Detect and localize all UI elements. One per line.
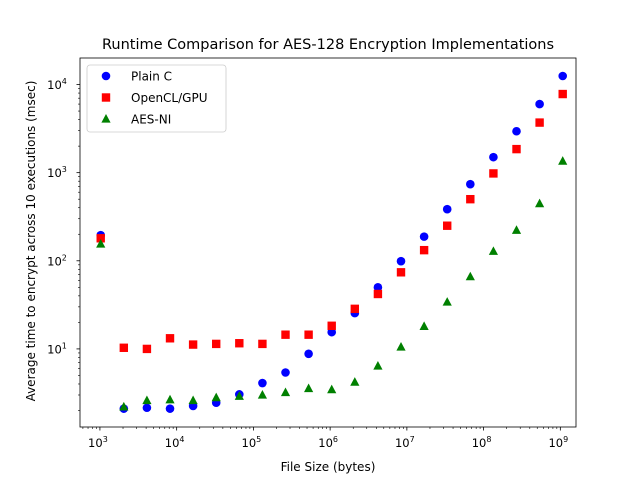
data-point-aes-ni — [488, 246, 499, 255]
data-point-aes-ni — [373, 360, 383, 370]
data-point-aes-ni — [419, 321, 429, 331]
data-point-aes-ni — [304, 383, 314, 393]
data-point-plain-c — [558, 71, 568, 81]
y-tick-label: 101 — [47, 341, 67, 356]
data-point-aes-ni — [511, 225, 522, 234]
data-point-plain-c — [165, 404, 175, 413]
data-point-opencl-gpu — [558, 89, 567, 99]
data-point-opencl-gpu — [396, 268, 406, 277]
legend-label: OpenCL/GPU — [131, 91, 207, 105]
data-point-plain-c — [489, 152, 498, 162]
data-point-aes-ni — [350, 377, 360, 386]
data-point-opencl-gpu — [443, 221, 452, 230]
x-tick-label: 103 — [88, 435, 108, 450]
chart-title: Runtime Comparison for AES-128 Encryptio… — [102, 37, 554, 53]
data-point-aes-ni — [535, 198, 545, 208]
data-point-aes-ni — [142, 395, 152, 405]
data-point-plain-c — [419, 232, 429, 241]
data-point-plain-c — [466, 179, 475, 189]
y-tick-label: 104 — [47, 77, 67, 92]
data-point-plain-c — [535, 99, 544, 109]
legend-box — [86, 64, 227, 133]
data-point-aes-ni — [558, 156, 568, 165]
data-point-plain-c — [373, 283, 383, 292]
data-point-plain-c — [258, 378, 267, 388]
data-point-plain-c — [142, 403, 152, 413]
data-point-opencl-gpu — [235, 339, 244, 348]
data-point-aes-ni — [442, 297, 452, 306]
data-point-plain-c — [442, 204, 452, 214]
x-tick-label: 108 — [472, 435, 492, 450]
data-point-plain-c — [327, 327, 337, 337]
y-tick-label: 103 — [47, 165, 67, 180]
data-point-opencl-gpu — [466, 194, 475, 204]
data-point-plain-c — [304, 349, 313, 359]
data-point-opencl-gpu — [165, 334, 175, 343]
data-point-plain-c — [512, 126, 521, 136]
data-point-opencl-gpu — [96, 234, 105, 243]
data-point-opencl-gpu — [327, 321, 336, 330]
data-point-aes-ni — [96, 239, 106, 248]
x-tick-label: 109 — [548, 435, 568, 450]
legend-label: AES-NI — [131, 113, 171, 127]
y-tick-label: 102 — [47, 253, 67, 268]
y-axis-label: Average time to encrypt across 10 execut… — [24, 81, 38, 402]
data-point-plain-c — [281, 368, 290, 377]
x-tick-label: 106 — [318, 435, 338, 450]
data-point-aes-ni — [257, 389, 268, 399]
data-point-opencl-gpu — [535, 118, 544, 127]
x-tick-label: 107 — [395, 435, 415, 450]
legend-marker — [101, 114, 111, 123]
data-point-aes-ni — [396, 342, 406, 351]
data-point-opencl-gpu — [142, 344, 152, 354]
data-point-aes-ni — [119, 401, 129, 411]
data-point-opencl-gpu — [373, 289, 383, 299]
x-tick-label: 104 — [165, 435, 185, 450]
data-point-aes-ni — [280, 387, 291, 397]
data-point-opencl-gpu — [281, 330, 290, 339]
legend-label: Plain C — [131, 70, 172, 84]
legend-marker — [101, 93, 111, 102]
x-tick-label: 105 — [242, 435, 262, 450]
data-point-aes-ni — [188, 395, 198, 405]
x-axis-label: File Size (bytes) — [281, 460, 376, 474]
legend: Plain C OpenCL/GPU AES-NI — [86, 64, 227, 133]
data-point-aes-ni — [327, 384, 337, 394]
data-point-aes-ni — [211, 392, 221, 402]
data-point-opencl-gpu — [512, 144, 521, 154]
data-point-aes-ni — [234, 391, 244, 400]
data-point-aes-ni — [165, 394, 175, 404]
data-point-aes-ni — [465, 271, 475, 281]
data-point-opencl-gpu — [119, 343, 129, 352]
data-point-opencl-gpu — [258, 339, 267, 349]
data-point-opencl-gpu — [489, 169, 498, 178]
legend-marker — [101, 71, 111, 81]
plot-frame — [79, 57, 577, 428]
data-point-opencl-gpu — [350, 304, 360, 314]
data-point-opencl-gpu — [419, 245, 429, 255]
data-point-opencl-gpu — [304, 330, 313, 339]
data-point-plain-c — [396, 256, 406, 266]
data-point-opencl-gpu — [188, 340, 198, 349]
data-point-opencl-gpu — [212, 339, 221, 349]
